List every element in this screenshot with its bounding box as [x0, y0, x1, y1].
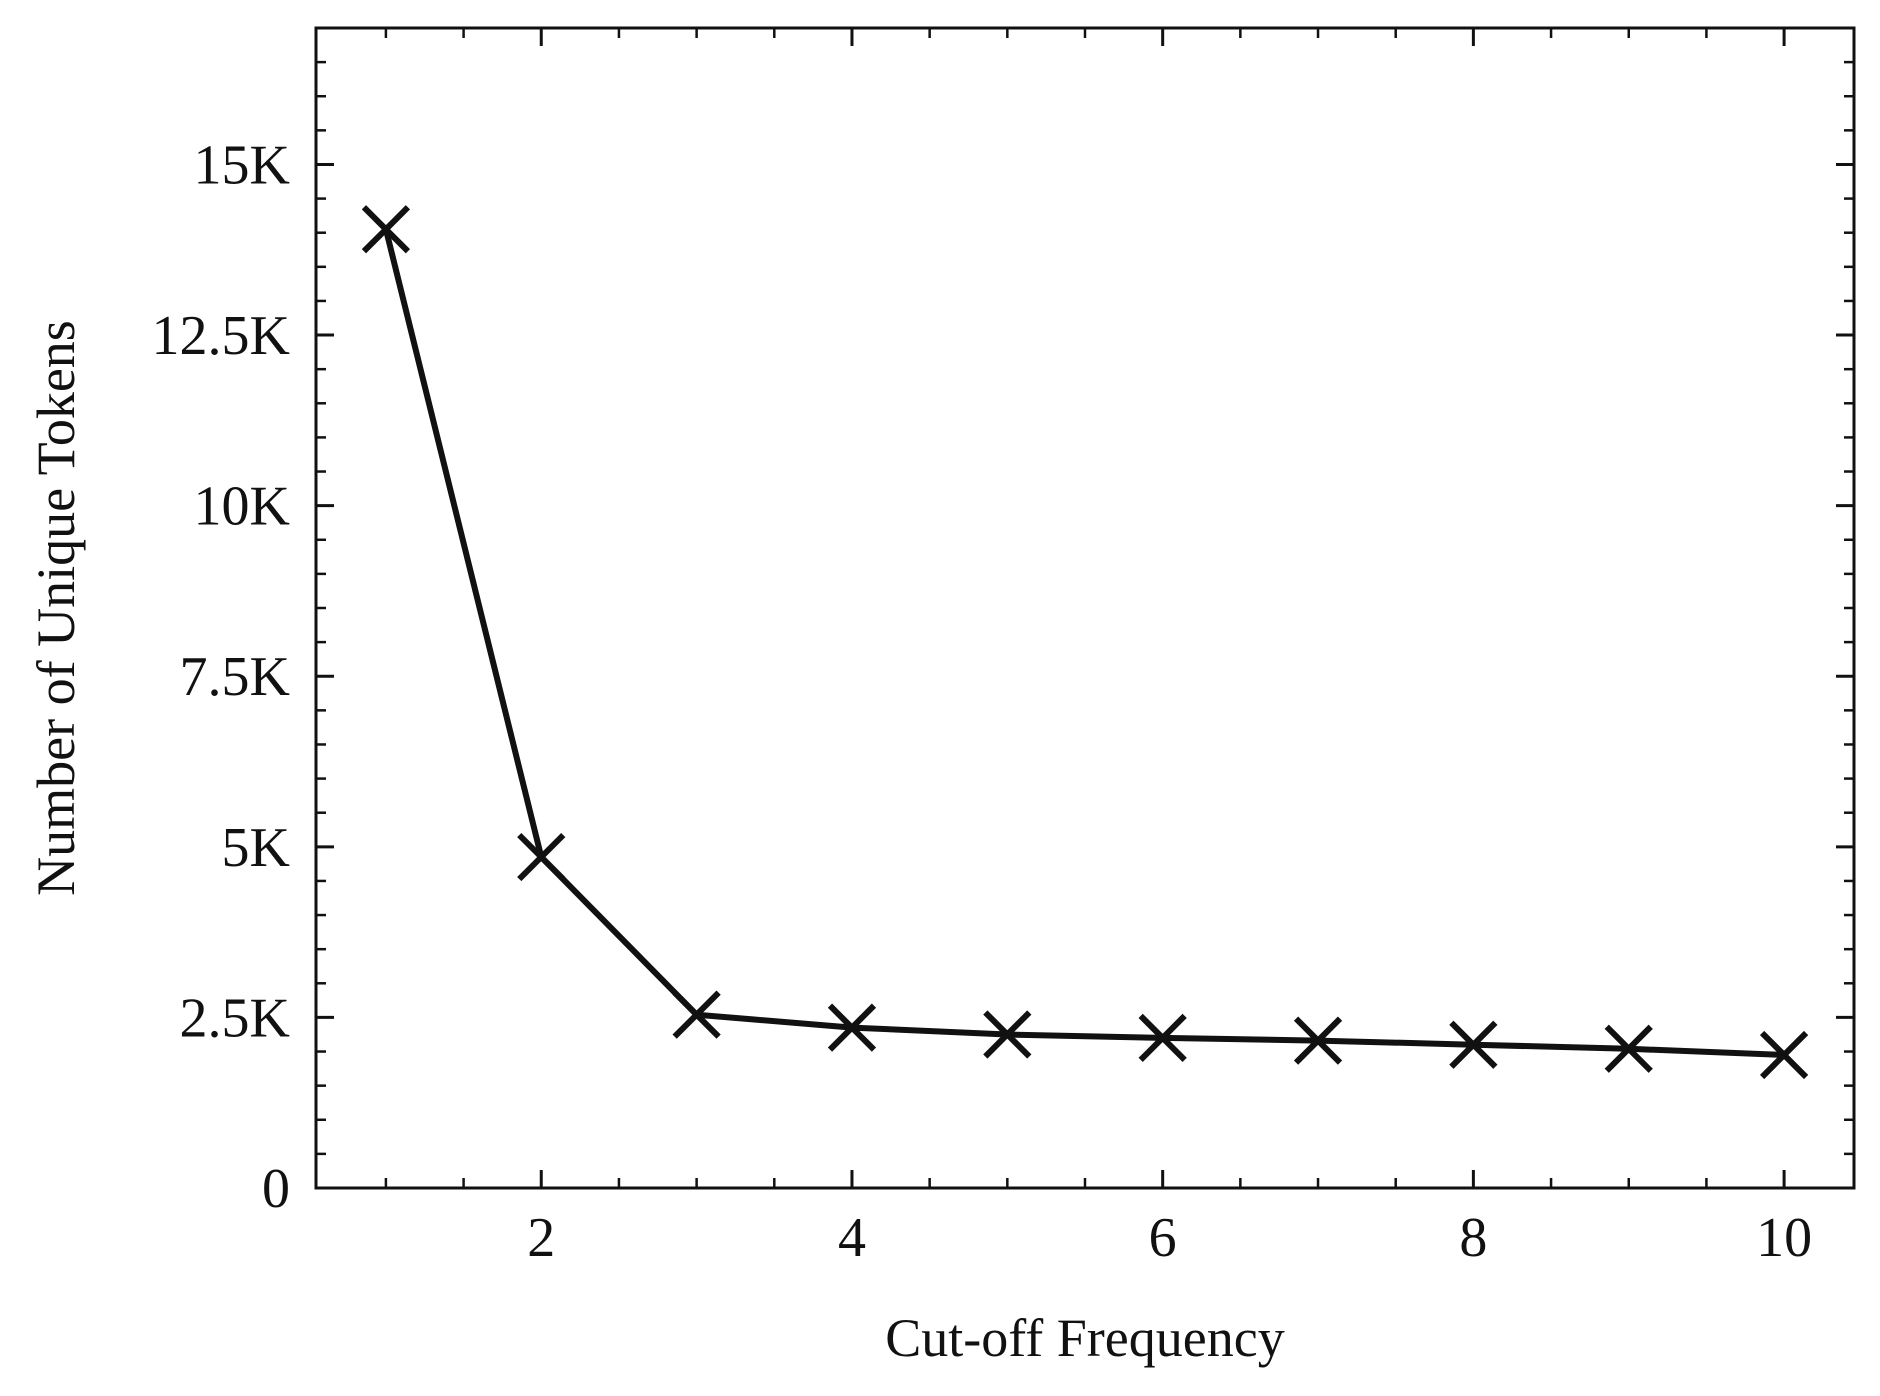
y-axis-label: Number of Unique Tokens — [26, 320, 86, 896]
data-point-marker — [1293, 1016, 1343, 1065]
y-tick-label: 5K — [222, 817, 290, 879]
data-point-marker — [1138, 1013, 1187, 1063]
data-point-marker — [983, 1010, 1032, 1059]
x-tick-label: 2 — [527, 1207, 555, 1269]
tick-labels: 2 4 6 8 10 0 2.5K 5K 7.5K 10K 12.5K 15K — [152, 134, 1813, 1269]
data-markers — [361, 205, 1809, 1080]
series-line — [382, 228, 1785, 1058]
data-point-marker — [672, 990, 721, 1039]
x-axis-label: Cut-off Frequency — [885, 1308, 1284, 1368]
data-point-marker — [361, 205, 411, 254]
data-point-marker — [517, 832, 566, 882]
data-point-marker — [827, 1003, 877, 1052]
y-tick-label: 7.5K — [180, 646, 290, 708]
y-tick-label: 12.5K — [152, 305, 290, 367]
minor-ticks — [316, 26, 1854, 1188]
x-tick-label: 4 — [838, 1207, 866, 1269]
x-tick-label: 6 — [1149, 1207, 1177, 1269]
data-point-marker — [1759, 1030, 1809, 1080]
data-point-marker — [1604, 1024, 1653, 1073]
data-point-marker — [1449, 1020, 1498, 1069]
y-tick-label: 10K — [194, 476, 290, 538]
y-tick-label: 15K — [194, 134, 290, 196]
x-tick-label: 10 — [1756, 1207, 1812, 1269]
y-tick-label: 2.5K — [180, 987, 290, 1049]
plot-frame — [314, 26, 1856, 1190]
x-tick-label: 8 — [1459, 1207, 1487, 1269]
y-tick-label: 0 — [262, 1158, 290, 1220]
major-ticks — [316, 28, 1854, 1190]
